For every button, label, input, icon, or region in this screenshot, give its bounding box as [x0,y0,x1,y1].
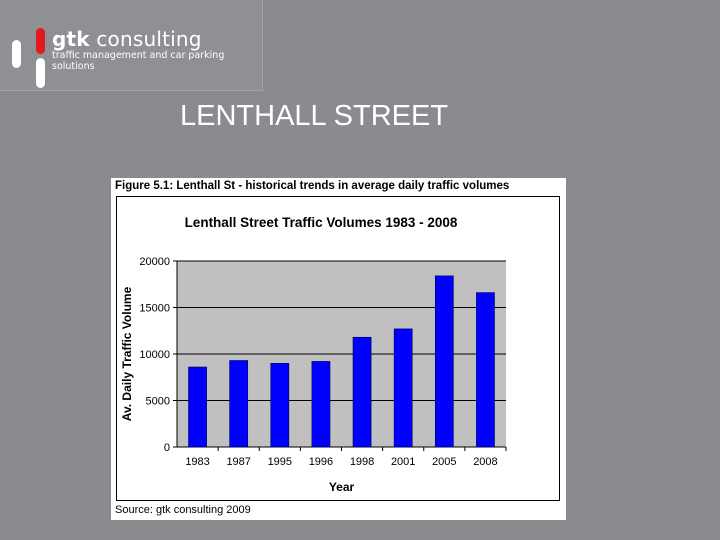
gtk-bars-logo-icon [12,28,45,88]
x-tick-label: 1995 [268,456,292,468]
chart-frame: Lenthall Street Traffic Volumes 1983 - 2… [116,196,560,501]
y-tick-label: 20000 [139,256,170,268]
y-tick-label: 15000 [139,303,170,315]
x-tick-label: 1998 [350,456,374,468]
logo-name: gtk consulting [52,27,202,51]
x-tick-label: 2001 [391,456,415,468]
bar-chart: Lenthall Street Traffic Volumes 1983 - 2… [120,215,507,494]
bar [393,328,413,448]
logo-bar-red [36,28,45,54]
logo-bar-right [36,58,45,88]
logo-name-rest: consulting [89,27,202,51]
x-tick-label: 1983 [185,456,209,468]
logo-name-bold: gtk [52,27,90,51]
figure-caption: Figure 5.1: Lenthall St - historical tre… [115,180,510,192]
y-tick-label: 0 [164,442,170,454]
y-tick-label: 10000 [139,349,170,361]
figure-source: Source: gtk consulting 2009 [115,504,251,516]
x-tick-label: 2005 [432,456,456,468]
logo: gtk consulting traffic management and ca… [0,0,263,91]
bar [270,363,290,448]
bar [352,336,372,448]
x-tick-label: 1987 [226,456,250,468]
bar [188,366,207,448]
x-tick-label: 2008 [473,456,497,468]
y-tick-label: 5000 [146,396,170,408]
bar [476,292,495,448]
logo-tagline: traffic management and car parking solut… [52,50,225,72]
slide-title: LENTHALL STREET [180,100,449,132]
x-tick-label: 1996 [309,456,333,468]
chart-title: Lenthall Street Traffic Volumes 1983 - 2… [185,215,458,230]
y-axis-title: Av. Daily Traffic Volume [120,286,134,421]
bar [311,361,331,448]
x-axis-title: Year [329,480,355,494]
figure-panel: Figure 5.1: Lenthall St - historical tre… [111,178,566,520]
bar [229,360,249,448]
bar [434,275,454,448]
logo-bar-left [12,40,21,68]
